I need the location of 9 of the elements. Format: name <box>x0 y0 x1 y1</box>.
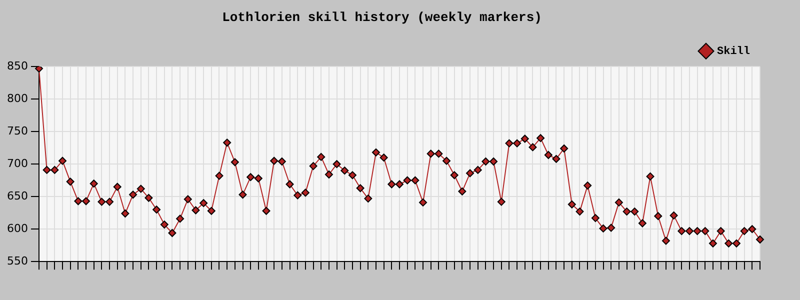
y-tick-label: 700 <box>6 156 28 170</box>
y-tick-label: 600 <box>6 222 28 235</box>
y-tick-label: 650 <box>6 189 28 202</box>
legend-label: Skill <box>716 46 750 58</box>
y-tick-label: 550 <box>6 254 28 268</box>
chart-title: Lothlorien skill history (weekly markers) <box>222 10 542 26</box>
y-tick-label: 750 <box>6 124 28 138</box>
y-tick-label: 850 <box>6 59 28 72</box>
y-tick-label: 800 <box>6 92 28 105</box>
